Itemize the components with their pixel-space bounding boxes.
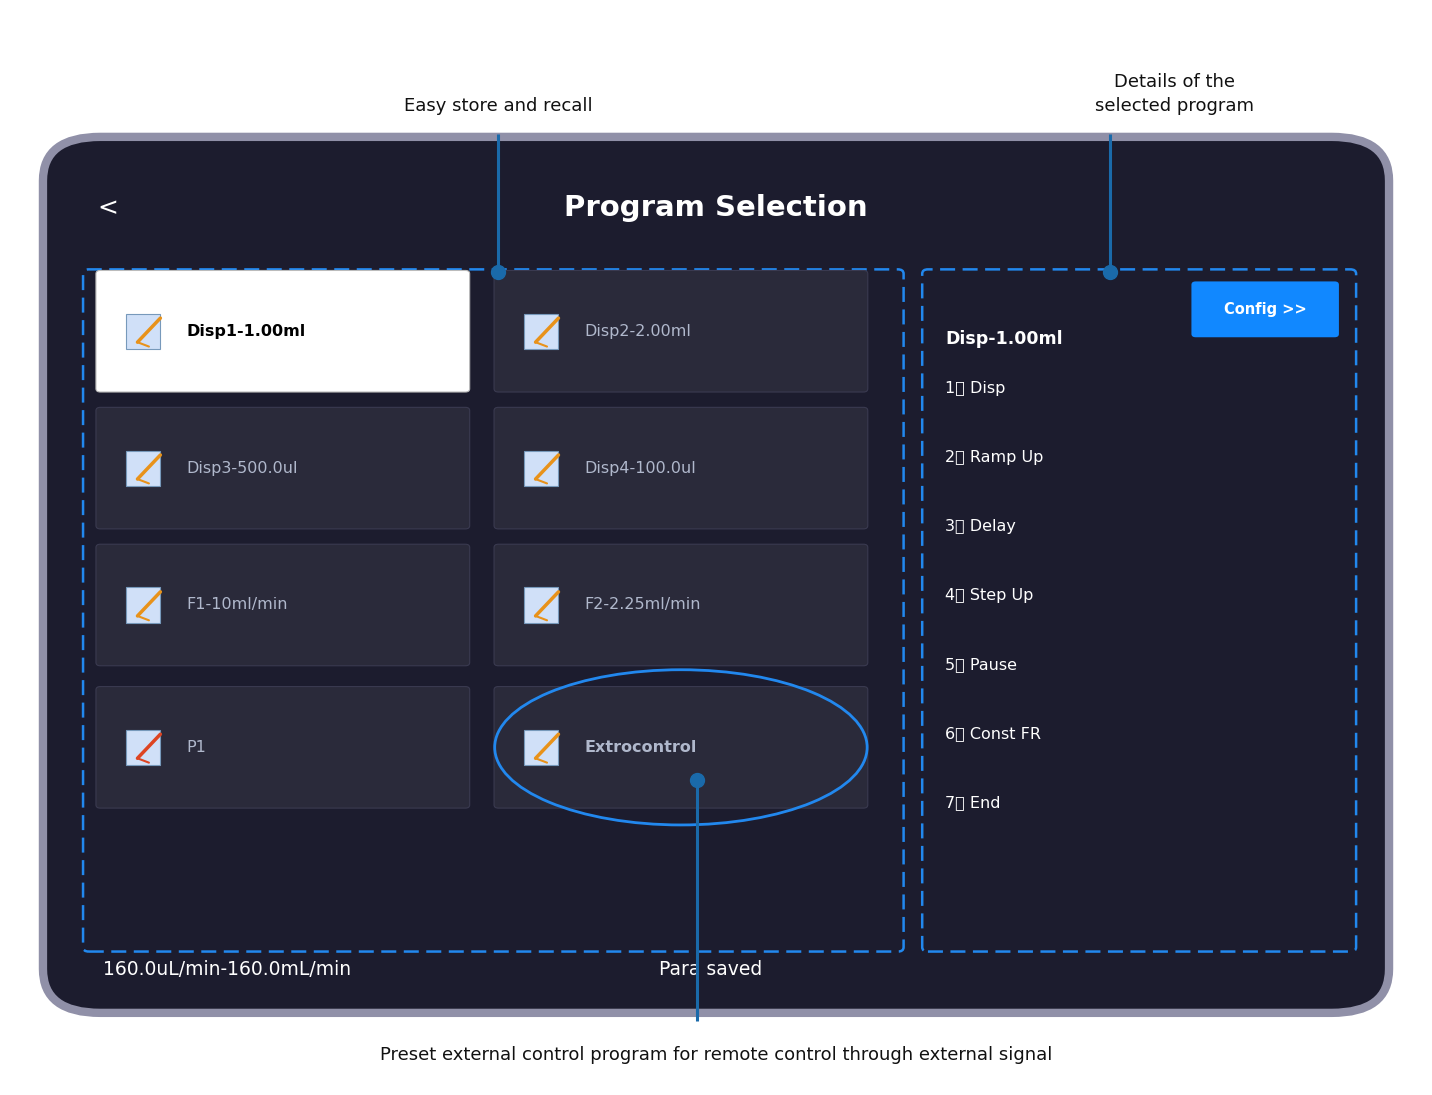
Text: <: <: [97, 196, 117, 220]
Text: 1、 Disp: 1、 Disp: [945, 381, 1005, 396]
Text: 5、 Pause: 5、 Pause: [945, 657, 1017, 672]
Text: Para saved: Para saved: [659, 959, 762, 979]
FancyBboxPatch shape: [96, 407, 470, 529]
Text: 3、 Delay: 3、 Delay: [945, 519, 1015, 534]
Text: Disp1-1.00ml: Disp1-1.00ml: [186, 324, 305, 338]
FancyBboxPatch shape: [524, 451, 558, 486]
FancyBboxPatch shape: [96, 544, 470, 666]
Text: Disp4-100.0ul: Disp4-100.0ul: [584, 461, 696, 475]
Text: 160.0uL/min-160.0mL/min: 160.0uL/min-160.0mL/min: [103, 959, 351, 979]
Text: Disp-1.00ml: Disp-1.00ml: [945, 331, 1063, 348]
Text: Config >>: Config >>: [1224, 302, 1306, 316]
FancyBboxPatch shape: [494, 544, 868, 666]
Text: Easy store and recall: Easy store and recall: [404, 97, 593, 115]
Text: F2-2.25ml/min: F2-2.25ml/min: [584, 598, 700, 612]
Text: Disp3-500.0ul: Disp3-500.0ul: [186, 461, 298, 475]
Text: Preset external control program for remote control through external signal: Preset external control program for remo…: [379, 1046, 1053, 1063]
Text: Details of the
selected program: Details of the selected program: [1094, 73, 1254, 115]
FancyBboxPatch shape: [1191, 281, 1339, 337]
FancyBboxPatch shape: [96, 687, 470, 808]
FancyBboxPatch shape: [126, 451, 160, 486]
Text: F1-10ml/min: F1-10ml/min: [186, 598, 288, 612]
FancyBboxPatch shape: [524, 588, 558, 623]
FancyBboxPatch shape: [494, 687, 868, 808]
Text: 7、 End: 7、 End: [945, 795, 1001, 810]
Text: P1: P1: [186, 740, 206, 754]
FancyBboxPatch shape: [126, 730, 160, 765]
FancyBboxPatch shape: [96, 270, 470, 392]
Text: Program Selection: Program Selection: [564, 194, 868, 222]
FancyBboxPatch shape: [43, 137, 1389, 1013]
FancyBboxPatch shape: [494, 270, 868, 392]
FancyBboxPatch shape: [494, 407, 868, 529]
Text: 2、 Ramp Up: 2、 Ramp Up: [945, 450, 1044, 465]
FancyBboxPatch shape: [524, 730, 558, 765]
Text: 4、 Step Up: 4、 Step Up: [945, 588, 1034, 603]
FancyBboxPatch shape: [126, 588, 160, 623]
FancyBboxPatch shape: [126, 314, 160, 349]
Text: Disp2-2.00ml: Disp2-2.00ml: [584, 324, 692, 338]
Text: 6、 Const FR: 6、 Const FR: [945, 726, 1041, 741]
FancyBboxPatch shape: [524, 314, 558, 349]
Text: Extrocontrol: Extrocontrol: [584, 740, 696, 754]
